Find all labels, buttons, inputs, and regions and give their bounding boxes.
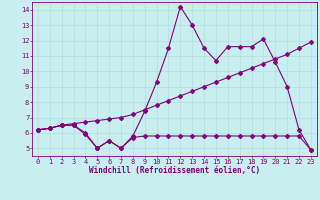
X-axis label: Windchill (Refroidissement éolien,°C): Windchill (Refroidissement éolien,°C) <box>89 166 260 175</box>
